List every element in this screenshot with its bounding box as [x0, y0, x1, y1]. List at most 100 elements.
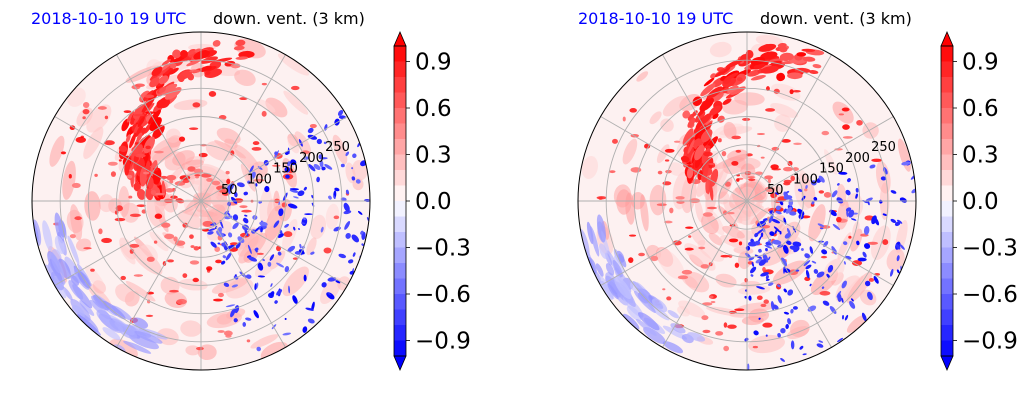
field-blob [662, 341, 684, 354]
field-blob [855, 188, 859, 193]
field-blob [869, 164, 876, 169]
field-blob [724, 72, 739, 81]
field-blob [744, 277, 749, 283]
colorbar-tick-label: −0.9 [962, 329, 1018, 355]
field-blob [784, 232, 792, 239]
field-blob [752, 345, 758, 349]
field-blob [292, 257, 299, 260]
colorbar-tick-label: 0.3 [415, 143, 452, 169]
field-blob [151, 66, 163, 77]
field-blob [189, 127, 199, 130]
field-blob [737, 205, 764, 218]
field-blob [832, 101, 854, 124]
field-blob [167, 259, 174, 263]
colorbar-segment [394, 154, 406, 171]
field-blob [751, 261, 755, 267]
field-blob [83, 126, 104, 159]
field-blob [760, 65, 779, 74]
field-blob [119, 244, 136, 265]
field-blob [668, 162, 685, 176]
colorbar-tick-label: 0.6 [962, 96, 999, 122]
colorbar-segment [394, 216, 406, 233]
field-blob [760, 272, 769, 277]
field-blob [215, 259, 222, 264]
field-blob [787, 160, 793, 167]
field-blob [234, 191, 238, 198]
field-blob [321, 166, 326, 171]
field-blob [327, 292, 332, 296]
field-blob [126, 126, 133, 138]
field-blob [760, 51, 778, 60]
field-blob [775, 192, 779, 195]
field-blob [226, 178, 231, 185]
field-blob [764, 244, 773, 249]
field-blob [818, 190, 825, 194]
field-blob [285, 174, 290, 179]
field-blob [687, 117, 696, 128]
heatmap-field [32, 38, 370, 362]
field-blob [82, 116, 86, 120]
field-blob [164, 233, 175, 240]
field-blob [245, 274, 252, 279]
ring-gridline [662, 116, 832, 286]
field-blob [123, 340, 152, 354]
field-blob [168, 67, 179, 75]
field-blob [145, 314, 154, 317]
field-blob [647, 302, 670, 321]
field-blob [779, 230, 782, 235]
field-blob [173, 99, 208, 110]
field-blob [622, 138, 638, 165]
radial-tick-label: 150 [819, 162, 844, 177]
field-blob [175, 198, 183, 203]
field-blob [302, 217, 306, 220]
field-blob [890, 268, 894, 277]
field-blob [227, 244, 235, 250]
field-blob [722, 99, 749, 115]
field-blob [783, 166, 793, 172]
field-blob [154, 213, 163, 219]
field-blob [169, 289, 180, 293]
field-blob [753, 330, 759, 336]
field-blob [750, 238, 754, 243]
field-blob [83, 247, 92, 250]
field-blob [67, 235, 80, 265]
field-blob [345, 232, 351, 239]
field-blob [771, 218, 781, 224]
field-blob [164, 87, 182, 100]
panel-left-title-left: 2018-10-10 19 UTC [31, 9, 186, 28]
field-blob [726, 211, 735, 215]
field-blob [834, 148, 843, 151]
colorbar-segment [394, 309, 406, 326]
field-blob [130, 170, 135, 188]
field-blob [257, 262, 264, 271]
field-blob [82, 108, 90, 115]
colorbar-segment [394, 340, 406, 357]
field-blob [212, 298, 224, 302]
field-blob [890, 190, 897, 194]
field-blob [838, 113, 845, 116]
field-blob [725, 58, 743, 68]
colorbar-extend-max [940, 30, 954, 47]
colorbar-segment [941, 77, 953, 93]
colorbar-tick-label: 0.6 [415, 96, 452, 122]
field-blob [779, 200, 784, 206]
colorbar-tick-label: −0.3 [415, 236, 471, 262]
field-blob [225, 334, 232, 338]
field-blob [664, 159, 670, 162]
polar-outline [577, 31, 917, 371]
field-blob [738, 241, 743, 246]
field-blob [276, 289, 283, 296]
colorbar-segment [941, 309, 953, 326]
field-blob [748, 334, 785, 354]
field-blob [217, 292, 224, 298]
field-blob [581, 155, 598, 179]
field-blob [682, 128, 694, 146]
colorbar-segment [394, 61, 406, 78]
field-blob [813, 268, 819, 274]
field-blob [867, 200, 870, 206]
field-blob [609, 170, 616, 174]
field-blob [665, 169, 672, 174]
field-blob [161, 222, 171, 228]
field-blob [68, 280, 84, 300]
field-blob [770, 164, 779, 170]
